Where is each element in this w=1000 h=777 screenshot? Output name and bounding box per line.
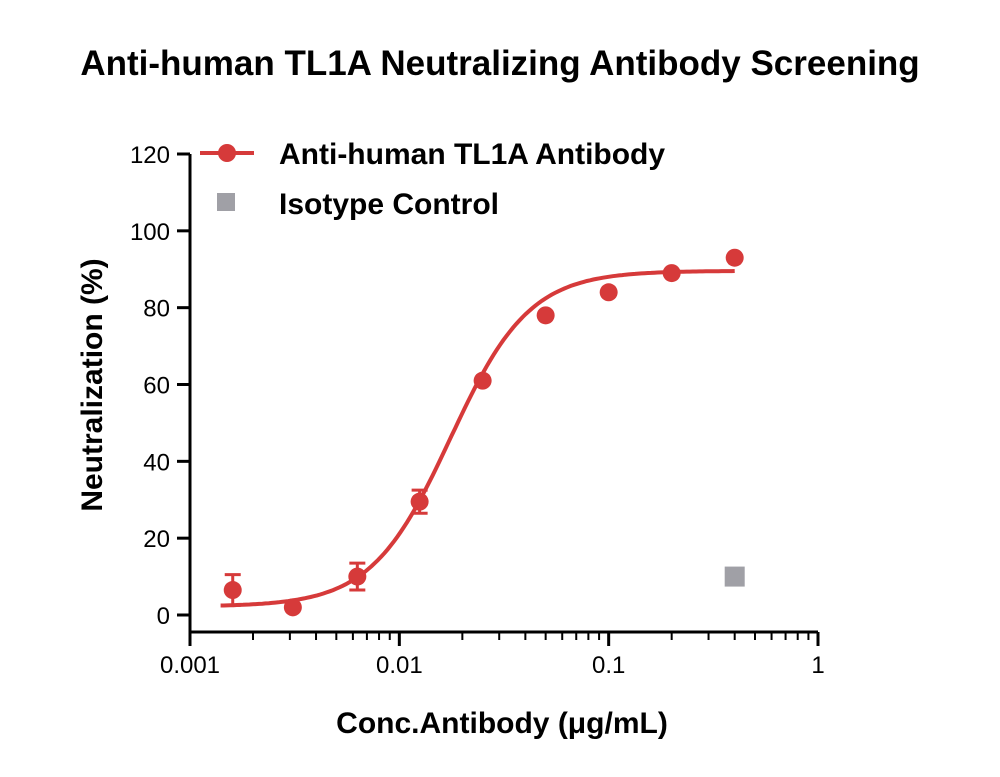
legend-label-antibody: Anti-human TL1A Antibody [279, 138, 665, 171]
y-tick-label: 80 [143, 296, 170, 323]
x-tick-label: 0.01 [376, 652, 423, 679]
x-tick-label: 0.001 [160, 652, 220, 679]
data-point-antibody [410, 492, 429, 511]
data-point-antibody [536, 306, 555, 325]
x-axis-label: Conc.Antibody (μg/mL) [336, 707, 668, 740]
legend-marker-isotype [217, 193, 235, 211]
y-tick-label: 20 [143, 526, 170, 553]
series-layer [220, 248, 745, 617]
legend-marker-antibody [218, 144, 236, 162]
data-point-isotype [724, 566, 745, 587]
fit-curve [220, 269, 735, 608]
y-tick-label: 60 [143, 373, 170, 400]
x-ticks: 0.001 0.01 0.1 1 [160, 632, 825, 679]
legend: Anti-human TL1A Antibody Isotype Control [200, 138, 665, 221]
x-tick-label: 0.1 [592, 652, 625, 679]
data-point-antibody [662, 264, 681, 283]
legend-item-isotype: Isotype Control [217, 188, 499, 221]
y-tick-label: 100 [130, 219, 170, 246]
data-point-antibody [725, 248, 744, 267]
data-point-antibody [223, 581, 242, 600]
chart-title: Anti-human TL1A Neutralizing Antibody Sc… [80, 44, 919, 83]
y-tick-label: 40 [143, 449, 170, 476]
y-tick-label: 0 [157, 603, 170, 630]
data-point-antibody [473, 371, 492, 390]
y-ticks: 0 20 40 60 80 100 120 [130, 142, 190, 630]
y-axis: 0 20 40 60 80 100 120 [130, 142, 192, 632]
data-point-antibody [348, 567, 367, 586]
y-tick-label: 120 [130, 142, 170, 169]
legend-label-isotype: Isotype Control [279, 188, 499, 221]
x-tick-label: 1 [811, 652, 824, 679]
data-point-antibody [283, 598, 302, 617]
legend-item-antibody: Anti-human TL1A Antibody [200, 138, 665, 171]
x-axis: 0.001 0.01 0.1 1 [160, 630, 825, 679]
y-axis-label: Neutralization (%) [76, 258, 109, 511]
data-point-antibody [599, 283, 618, 302]
